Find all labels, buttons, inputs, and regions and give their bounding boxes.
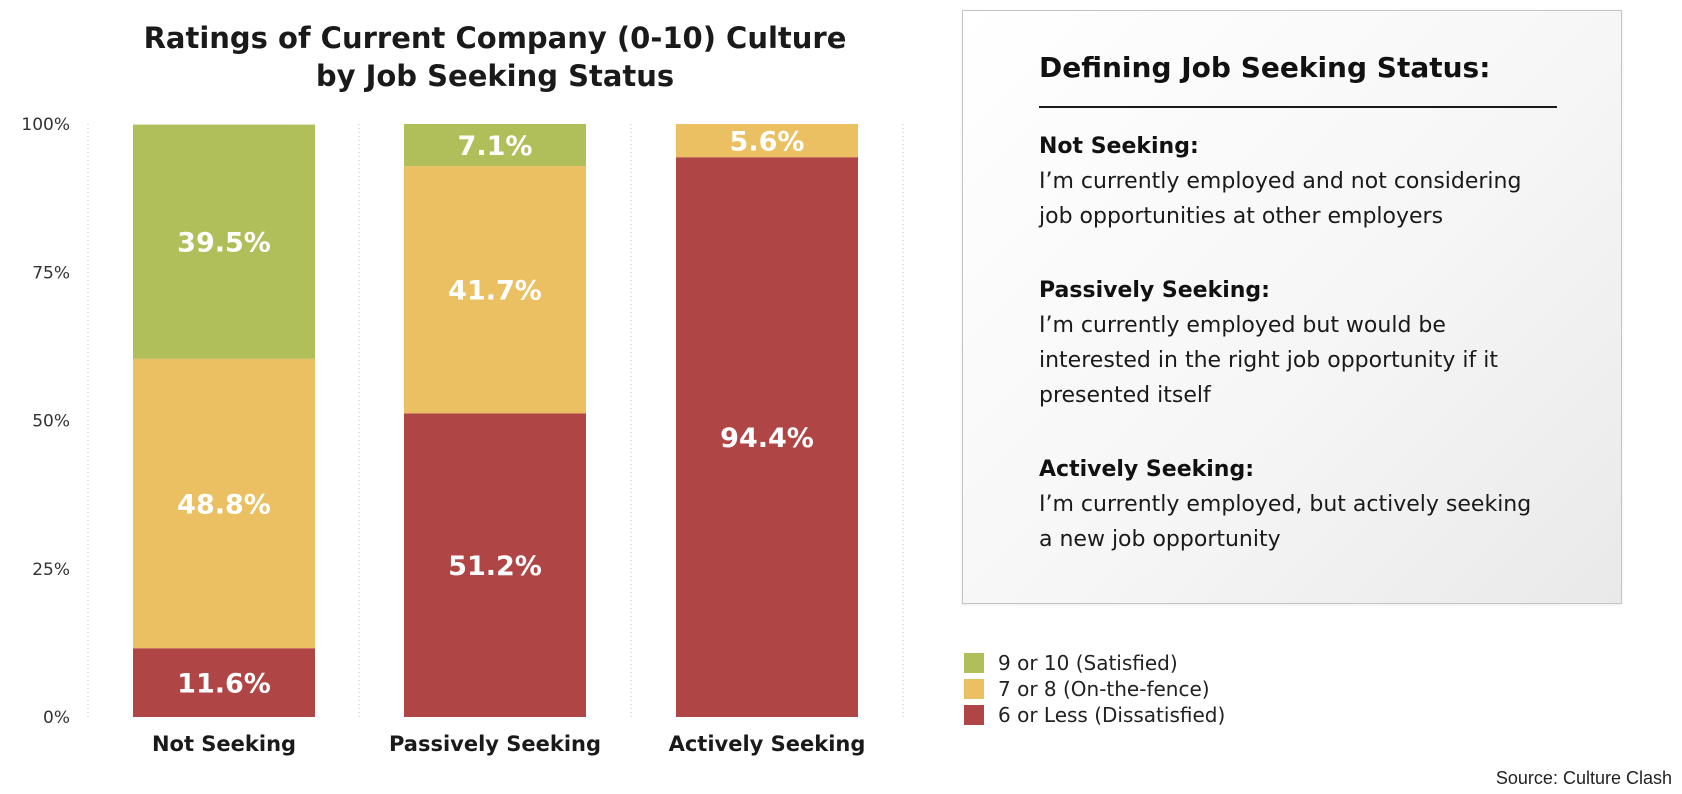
y-tick-label: 50% [32,412,70,432]
category-label: Actively Seeking [669,732,866,756]
category-label: Passively Seeking [389,732,601,756]
definition-heading: Not Seeking: [1039,134,1199,159]
legend-swatch [964,679,984,699]
chart-title: Ratings of Current Company (0-10) Cultur… [144,21,847,93]
data-label: 5.6% [730,127,805,158]
definition-line: I’m currently employed, but actively see… [1039,492,1532,517]
bar-segment [404,124,586,167]
bar-segment [133,124,315,359]
definition-line: presented itself [1039,383,1211,408]
data-label: 94.4% [720,423,814,454]
definition-heading: Passively Seeking: [1039,278,1270,303]
legend-label: 7 or 8 (On-the-fence) [998,677,1210,701]
bar-segment [133,648,315,717]
definition-not-seeking: Not Seeking: I’m currently employed and … [1039,130,1599,234]
bar-segment [133,358,315,649]
definitions-panel: Defining Job Seeking Status: Not Seeking… [962,10,1622,604]
chart-title-line: by Job Seeking Status [316,59,674,93]
y-tick-label: 25% [32,560,70,580]
grid-lines [87,124,904,717]
data-labels: 11.6% 48.8% 39.5% 51.2% 41.7% 7.1% 94.4% 5.6% [177,127,814,700]
definition-line: I’m currently employed but would be [1039,313,1446,338]
data-label: 41.7% [448,276,542,307]
definitions-divider [1039,106,1557,108]
source-note: Source: Culture Clash [1496,768,1672,788]
bar-segment [404,413,586,717]
legend-swatch [964,653,984,673]
y-tick-label: 75% [32,263,70,283]
legend: 9 or 10 (Satisfied)7 or 8 (On-the-fence)… [964,651,1225,727]
bars [133,124,858,717]
bar-segment [676,124,858,158]
data-label: 48.8% [177,490,271,521]
definition-line: job opportunities at other employers [1039,204,1444,229]
definition-line: I’m currently employed and not consideri… [1039,169,1522,194]
definition-line: interested in the right job opportunity … [1039,348,1499,373]
definitions-title: Defining Job Seeking Status: [1039,51,1491,84]
definition-heading: Actively Seeking: [1039,457,1254,482]
legend-swatch [964,705,984,725]
definition-actively-seeking: Actively Seeking: I’m currently employed… [1039,453,1599,557]
legend-label: 9 or 10 (Satisfied) [998,651,1178,675]
legend-label: 6 or Less (Dissatisfied) [998,703,1225,727]
y-tick-label: 100% [21,115,70,135]
definition-passively-seeking: Passively Seeking: I’m currently employe… [1039,274,1599,413]
y-tick-label: 0% [43,708,70,728]
x-axis-categories: Not Seeking Passively Seeking Actively See… [152,732,865,756]
category-label: Not Seeking [152,732,296,756]
data-label: 39.5% [177,228,271,259]
data-label: 7.1% [458,131,533,162]
bar-segment [676,157,858,717]
definition-line: a new job opportunity [1039,527,1281,552]
y-axis-ticks: 0% 25% 50% 75% 100% [21,115,70,728]
bar-segment [404,166,586,414]
data-label: 51.2% [448,551,542,582]
chart-title-line: Ratings of Current Company (0-10) Cultur… [144,21,847,55]
data-label: 11.6% [177,669,271,700]
